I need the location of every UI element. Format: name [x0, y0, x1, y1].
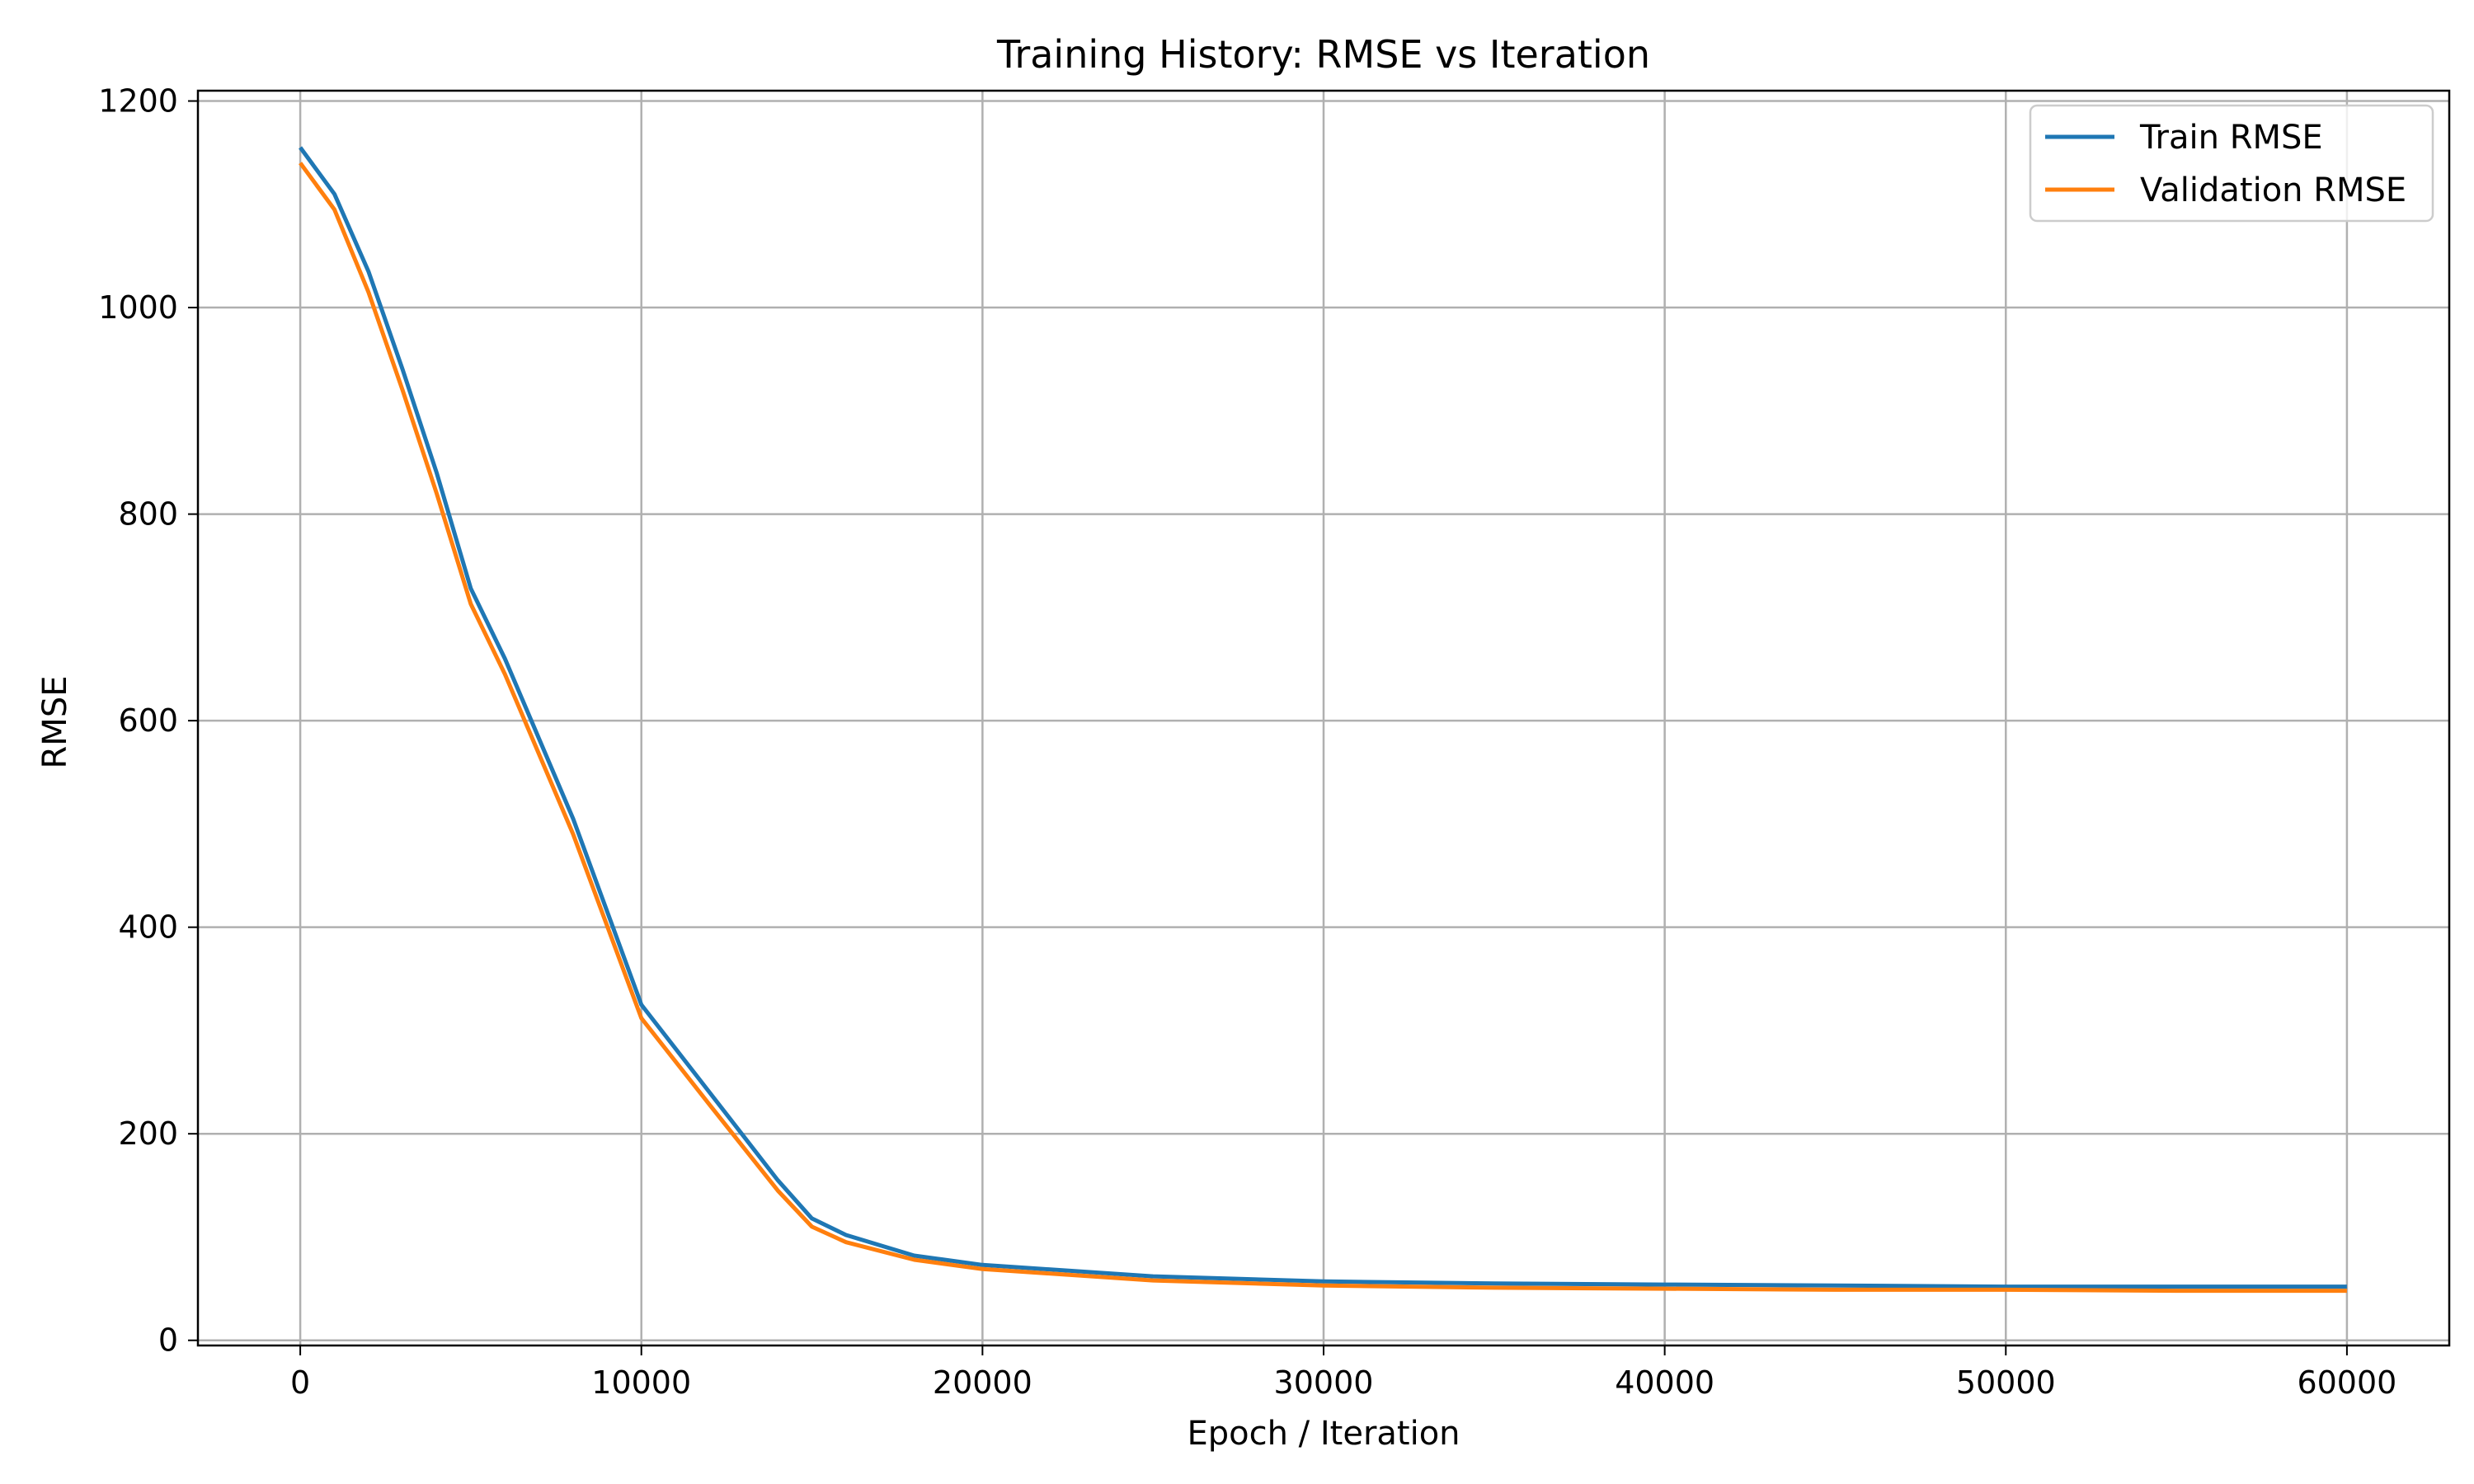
y-tick-label: 1000 [98, 289, 178, 326]
legend: Train RMSE Validation RMSE [2029, 104, 2434, 223]
x-tick-label: 30000 [1274, 1364, 1374, 1401]
x-axis-ticks: 0 10000 20000 30000 40000 50000 60000 [290, 1345, 2396, 1401]
legend-box [2029, 104, 2434, 223]
y-tick-label: 800 [118, 496, 178, 533]
grid [198, 91, 2449, 1345]
x-tick-label: 10000 [591, 1364, 691, 1401]
x-axis-title: Epoch / Iteration [1187, 1415, 1460, 1453]
x-tick-label: 60000 [2297, 1364, 2396, 1401]
y-axis-ticks: 0 200 400 600 800 1000 1200 [98, 83, 198, 1359]
series-line-train-rmse [299, 146, 2347, 1289]
y-tick-label: 600 [118, 702, 178, 739]
y-tick-label: 400 [118, 909, 178, 946]
legend-label: Train RMSE [2139, 119, 2323, 157]
y-tick-label: 200 [118, 1115, 178, 1152]
x-tick-label: 20000 [933, 1364, 1032, 1401]
x-tick-label: 50000 [1956, 1364, 2056, 1401]
x-tick-label: 40000 [1615, 1364, 1714, 1401]
series-line-validation-rmse [299, 162, 2347, 1294]
chart-title: Training History: RMSE vs Iteration [996, 32, 1650, 77]
y-axis-title: RMSE [36, 676, 74, 769]
y-tick-label: 0 [158, 1322, 178, 1359]
legend-label: Validation RMSE [2140, 171, 2406, 209]
x-tick-label: 0 [290, 1364, 310, 1401]
y-tick-label: 1200 [98, 83, 178, 120]
series-layer [299, 146, 2347, 1294]
